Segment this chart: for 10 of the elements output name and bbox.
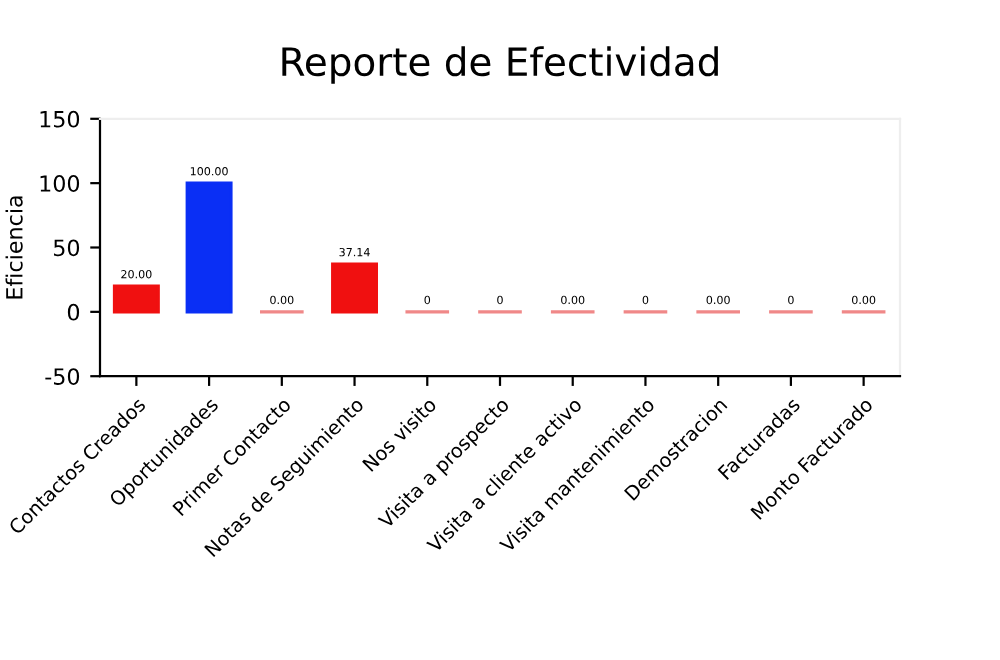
y-tick-label: 0: [67, 303, 80, 321]
y-tick-label: 100: [40, 175, 80, 192]
chart-title: Reporte de Efectividad: [282, 46, 718, 84]
bar: [112, 284, 160, 314]
y-tick-label: 150: [40, 110, 80, 128]
bar: [185, 181, 233, 314]
y-axis-title: Eficiencia: [5, 196, 23, 299]
y-tick-label: 50: [53, 239, 80, 257]
bar: [331, 262, 379, 314]
y-tick-label: -50: [45, 368, 80, 385]
